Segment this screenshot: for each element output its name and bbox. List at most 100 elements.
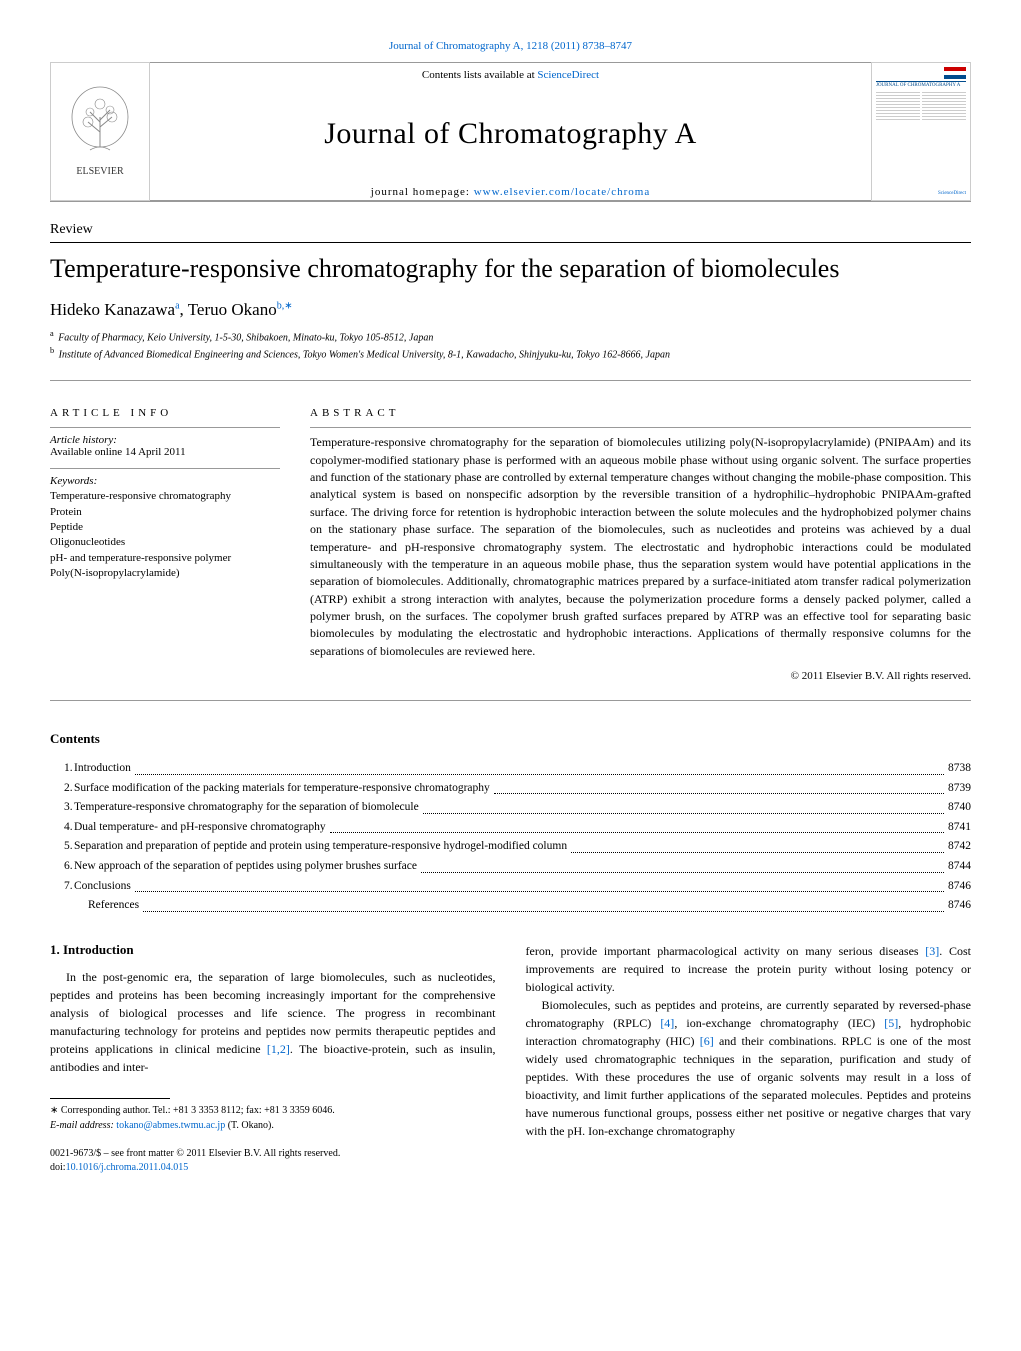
toc-title: Introduction (74, 759, 131, 779)
toc-title: References (88, 896, 139, 916)
separator (50, 427, 280, 428)
toc-page: 8746 (948, 896, 971, 916)
issn-copyright-line: 0021-9673/$ – see front matter © 2011 El… (50, 1147, 496, 1161)
toc-title: Surface modification of the packing mate… (74, 779, 490, 799)
separator (50, 468, 280, 469)
toc-leader (423, 798, 944, 814)
body-column-left: 1. Introduction In the post-genomic era,… (50, 942, 496, 1175)
toc-leader (143, 896, 944, 912)
citation-link[interactable]: [5] (884, 1016, 898, 1030)
toc-page: 8739 (948, 779, 971, 799)
masthead: ELSEVIER Contents lists available at Sci… (50, 62, 971, 202)
footer-meta: 0021-9673/$ – see front matter © 2011 El… (50, 1147, 496, 1175)
sciencedirect-link[interactable]: ScienceDirect (537, 69, 599, 81)
cover-toc-lines (876, 92, 966, 191)
body-paragraph: In the post-genomic era, the separation … (50, 968, 496, 1076)
abstract-copyright: © 2011 Elsevier B.V. All rights reserved… (310, 670, 971, 682)
toc-page: 8738 (948, 759, 971, 779)
affiliation-b: b Institute of Advanced Biomedical Engin… (50, 345, 971, 362)
toc-row[interactable]: 7.Conclusions 8746 (50, 877, 971, 897)
toc-title: Separation and preparation of peptide an… (74, 837, 567, 857)
toc-leader (135, 877, 944, 893)
toc-title: New approach of the separation of peptid… (74, 857, 417, 877)
corr-email-line: E-mail address: tokano@abmes.twmu.ac.jp … (50, 1118, 496, 1133)
contents-available-line: Contents lists available at ScienceDirec… (422, 69, 599, 81)
cover-footer: ScienceDirect (876, 191, 966, 196)
affiliation-a: a Faculty of Pharmacy, Keio University, … (50, 328, 971, 345)
toc-number: 5. (50, 837, 74, 857)
citation-link[interactable]: [4] (660, 1016, 674, 1030)
separator (310, 427, 971, 428)
article-info-heading: article info (50, 407, 280, 419)
toc-row[interactable]: 5.Separation and preparation of peptide … (50, 837, 971, 857)
toc-page: 8746 (948, 877, 971, 897)
toc-row[interactable]: 4.Dual temperature- and pH-responsive ch… (50, 818, 971, 838)
masthead-center: Contents lists available at ScienceDirec… (150, 62, 871, 201)
citation-link[interactable]: [6] (700, 1034, 714, 1048)
toc-title: Dual temperature- and pH-responsive chro… (74, 818, 326, 838)
author-2-affil-sup: b,∗ (277, 300, 293, 311)
doi-line: doi:10.1016/j.chroma.2011.04.015 (50, 1161, 496, 1175)
toc-row[interactable]: 1.Introduction 8738 (50, 759, 971, 779)
body-column-right: feron, provide important pharmacological… (526, 942, 972, 1175)
footnote-separator (50, 1098, 170, 1099)
toc-page: 8744 (948, 857, 971, 877)
toc-row[interactable]: 3.Temperature-responsive chromatography … (50, 798, 971, 818)
toc-title: Temperature-responsive chromatography fo… (74, 798, 419, 818)
corr-author-line: ∗ Corresponding author. Tel.: +81 3 3353… (50, 1103, 496, 1118)
section-heading-introduction: 1. Introduction (50, 942, 496, 958)
toc-row[interactable]: References 8746 (50, 896, 971, 916)
citation-link[interactable]: [1,2] (267, 1042, 290, 1056)
article-info-column: article info Article history: Available … (50, 407, 280, 682)
title-rule (50, 242, 971, 243)
separator (50, 380, 971, 381)
author-sep: , (180, 300, 188, 319)
article-history-label: Article history: (50, 434, 280, 446)
cover-title: JOURNAL OF CHROMATOGRAPHY A (876, 81, 966, 88)
doi-link[interactable]: 10.1016/j.chroma.2011.04.015 (66, 1162, 189, 1173)
article-history-value: Available online 14 April 2011 (50, 446, 280, 458)
toc-number: 4. (50, 818, 74, 838)
toc-leader (135, 759, 944, 775)
keyword: pH- and temperature-responsive polymer (50, 551, 280, 566)
toc-number (50, 896, 88, 916)
toc-title: Conclusions (74, 877, 131, 897)
cover-flag-icon (876, 67, 966, 79)
abstract-column: abstract Temperature-responsive chromato… (310, 407, 971, 682)
toc-leader (421, 857, 944, 873)
elsevier-tree-icon: ELSEVIER (60, 82, 140, 182)
journal-homepage-link[interactable]: www.elsevier.com/locate/chroma (474, 186, 651, 198)
keyword: Oligonucleotides (50, 535, 280, 550)
toc-number: 7. (50, 877, 74, 897)
toc-number: 6. (50, 857, 74, 877)
publisher-logo: ELSEVIER (50, 62, 150, 201)
citation-link[interactable]: [3] (925, 944, 939, 958)
toc-leader (330, 818, 944, 834)
body-paragraph: feron, provide important pharmacological… (526, 942, 972, 996)
abstract-text: Temperature-responsive chromatography fo… (310, 434, 971, 660)
toc-leader (494, 779, 944, 795)
journal-citation-link[interactable]: Journal of Chromatography A, 1218 (2011)… (50, 40, 971, 52)
corr-email-link[interactable]: tokano@abmes.twmu.ac.jp (116, 1120, 225, 1131)
toc-page: 8741 (948, 818, 971, 838)
toc-page: 8742 (948, 837, 971, 857)
keyword: Temperature-responsive chromatography (50, 489, 280, 504)
journal-cover-thumbnail: JOURNAL OF CHROMATOGRAPHY A ScienceDirec… (871, 62, 971, 201)
toc-leader (571, 837, 944, 853)
author-2: Teruo Okano (188, 300, 277, 319)
author-1: Hideko Kanazawa (50, 300, 175, 319)
keyword: Peptide (50, 520, 280, 535)
body-paragraph: Biomolecules, such as peptides and prote… (526, 996, 972, 1140)
affiliations: a Faculty of Pharmacy, Keio University, … (50, 328, 971, 363)
contents-heading: Contents (50, 731, 971, 747)
toc-row[interactable]: 2.Surface modification of the packing ma… (50, 779, 971, 799)
toc-row[interactable]: 6.New approach of the separation of pept… (50, 857, 971, 877)
toc-number: 3. (50, 798, 74, 818)
toc-page: 8740 (948, 798, 971, 818)
journal-name: Journal of Chromatography A (324, 117, 697, 151)
article-type: Review (50, 222, 971, 238)
toc-number: 2. (50, 779, 74, 799)
separator (50, 700, 971, 701)
toc-number: 1. (50, 759, 74, 779)
publisher-name: ELSEVIER (76, 166, 124, 177)
